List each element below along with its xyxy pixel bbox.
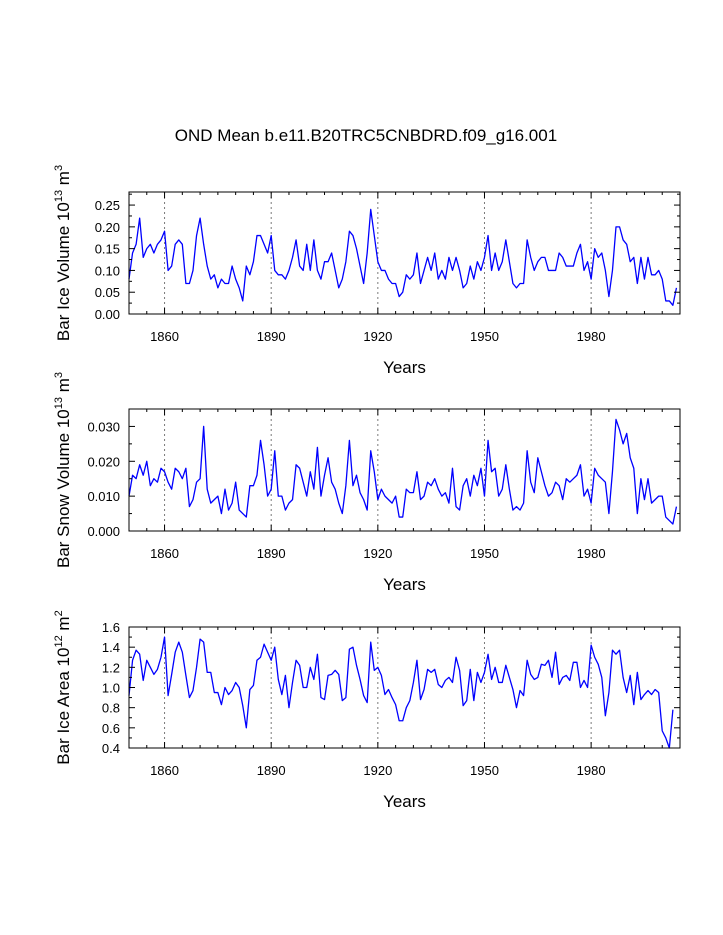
- plot-frame: [128, 626, 681, 749]
- x-axis-title: Years: [383, 792, 426, 811]
- x-tick-label: 1980: [577, 546, 606, 561]
- y-tick-label: 0.020: [87, 454, 120, 469]
- y-tick-label: 0.6: [102, 721, 120, 736]
- x-tick-label: 1980: [577, 763, 606, 778]
- figure-title: OND Mean b.e11.B20TRC5CNBDRD.f09_g16.001: [175, 126, 557, 145]
- x-tick-label: 1920: [363, 763, 392, 778]
- y-tick-label: 0.8: [102, 701, 120, 716]
- x-tick-label: 1860: [150, 546, 179, 561]
- chart-panel-2: 1860 1890 1920 1950 1980 0.000 0.010 0.020 0.030…: [53, 372, 681, 594]
- y-axis-title: Bar Ice Volume 1013 m3: [53, 165, 73, 341]
- y-tick-label: 0.10: [95, 263, 120, 278]
- x-tick-label: 1920: [363, 546, 392, 561]
- x-tick-label: 1950: [470, 329, 499, 344]
- y-tick-label: 1.2: [102, 660, 120, 675]
- y-tick-label: 0.000: [87, 524, 120, 539]
- y-tick-label: 0.05: [95, 285, 120, 300]
- x-tick-label: 1890: [257, 546, 286, 561]
- y-tick-label: 1.6: [102, 620, 120, 635]
- x-tick-label: 1920: [363, 329, 392, 344]
- x-tick-label: 1950: [470, 546, 499, 561]
- y-tick-label: 0.030: [87, 419, 120, 434]
- plot-frame: [128, 408, 681, 532]
- y-tick-label: 0.20: [95, 220, 120, 235]
- series-line: [128, 636, 674, 749]
- x-tick-label: 1890: [257, 763, 286, 778]
- series-line: [128, 208, 678, 306]
- y-tick-label: 1.0: [102, 681, 120, 696]
- y-tick-label: 1.4: [102, 640, 120, 655]
- series-line: [128, 418, 678, 525]
- y-tick-label: 0.15: [95, 242, 120, 257]
- y-tick-label: 0.25: [95, 198, 120, 213]
- y-tick-label: 0.00: [95, 307, 120, 322]
- x-tick-label: 1980: [577, 329, 606, 344]
- x-tick-label: 1860: [150, 329, 179, 344]
- x-tick-label: 1860: [150, 763, 179, 778]
- chart-panel-3: 1860 1890 1920 1950 1980 0.4 0.6 0.8 1.0 1.2 1.4 1.…: [53, 610, 681, 811]
- y-axis-title: Bar Snow Volume 1013 m3: [53, 372, 73, 568]
- x-axis-title: Years: [383, 575, 426, 594]
- x-tick-label: 1890: [257, 329, 286, 344]
- x-axis-title: Years: [383, 358, 426, 377]
- y-axis-title: Bar Ice Area 1012 m2: [53, 610, 73, 764]
- y-tick-label: 0.4: [102, 741, 120, 756]
- chart-panel-1: 1860 1890 1920 1950 1980 0.00 0.05 0.10 0.15 0.20…: [53, 165, 681, 377]
- plot-frame: [128, 191, 681, 315]
- y-tick-label: 0.010: [87, 489, 120, 504]
- x-tick-label: 1950: [470, 763, 499, 778]
